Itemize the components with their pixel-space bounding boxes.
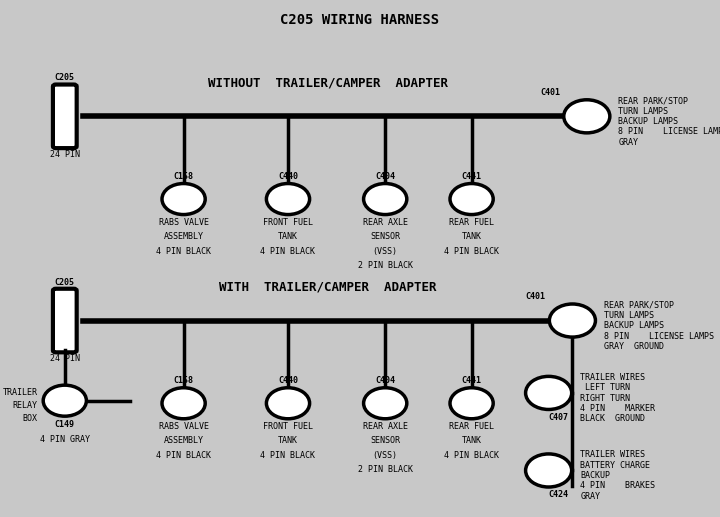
- Text: C440: C440: [278, 172, 298, 181]
- Text: TANK: TANK: [278, 232, 298, 241]
- Text: TURN LAMPS: TURN LAMPS: [604, 311, 654, 320]
- Text: REAR PARK/STOP: REAR PARK/STOP: [618, 96, 688, 105]
- FancyBboxPatch shape: [53, 288, 76, 353]
- Text: WITH  TRAILER/CAMPER  ADAPTER: WITH TRAILER/CAMPER ADAPTER: [219, 280, 436, 294]
- Circle shape: [564, 100, 610, 133]
- Text: BACKUP: BACKUP: [580, 471, 611, 480]
- Circle shape: [526, 376, 572, 409]
- Circle shape: [549, 304, 595, 337]
- Text: REAR PARK/STOP: REAR PARK/STOP: [604, 300, 674, 310]
- Text: RABS VALVE: RABS VALVE: [158, 218, 209, 226]
- Circle shape: [266, 388, 310, 419]
- Circle shape: [364, 184, 407, 215]
- Text: 4 PIN    MARKER: 4 PIN MARKER: [580, 404, 655, 413]
- Text: REAR FUEL: REAR FUEL: [449, 422, 494, 431]
- Text: ASSEMBLY: ASSEMBLY: [163, 436, 204, 445]
- Text: C205: C205: [55, 73, 75, 82]
- Circle shape: [162, 184, 205, 215]
- Circle shape: [526, 454, 572, 487]
- Text: C441: C441: [462, 376, 482, 385]
- Text: FRONT FUEL: FRONT FUEL: [263, 218, 313, 226]
- Text: (VSS): (VSS): [373, 247, 397, 255]
- Text: C407: C407: [549, 413, 569, 421]
- Text: REAR AXLE: REAR AXLE: [363, 218, 408, 226]
- Text: 4 PIN BLACK: 4 PIN BLACK: [156, 247, 211, 255]
- Text: TANK: TANK: [462, 436, 482, 445]
- Text: C404: C404: [375, 172, 395, 181]
- Text: WITHOUT  TRAILER/CAMPER  ADAPTER: WITHOUT TRAILER/CAMPER ADAPTER: [207, 76, 448, 89]
- Text: C441: C441: [462, 172, 482, 181]
- Circle shape: [162, 388, 205, 419]
- Text: 4 PIN BLACK: 4 PIN BLACK: [444, 451, 499, 460]
- Text: TANK: TANK: [462, 232, 482, 241]
- Text: 24 PIN: 24 PIN: [50, 355, 80, 363]
- Text: 24 PIN: 24 PIN: [50, 150, 80, 159]
- Text: FRONT FUEL: FRONT FUEL: [263, 422, 313, 431]
- FancyBboxPatch shape: [53, 84, 76, 148]
- Text: C205 WIRING HARNESS: C205 WIRING HARNESS: [280, 13, 440, 27]
- Text: BACKUP LAMPS: BACKUP LAMPS: [604, 321, 664, 330]
- Text: TURN LAMPS: TURN LAMPS: [618, 107, 668, 116]
- Text: 2 PIN BLACK: 2 PIN BLACK: [358, 261, 413, 270]
- Text: BATTERY CHARGE: BATTERY CHARGE: [580, 461, 650, 470]
- Text: 4 PIN BLACK: 4 PIN BLACK: [156, 451, 211, 460]
- Text: 4 PIN BLACK: 4 PIN BLACK: [261, 451, 315, 460]
- Text: GRAY: GRAY: [580, 492, 600, 501]
- Text: TRAILER: TRAILER: [2, 388, 37, 397]
- Text: 8 PIN    LICENSE LAMPS: 8 PIN LICENSE LAMPS: [604, 331, 714, 341]
- Text: ASSEMBLY: ASSEMBLY: [163, 232, 204, 241]
- Text: C158: C158: [174, 172, 194, 181]
- Text: C440: C440: [278, 376, 298, 385]
- Text: 4 PIN    BRAKES: 4 PIN BRAKES: [580, 481, 655, 491]
- Text: BACKUP LAMPS: BACKUP LAMPS: [618, 117, 678, 126]
- Text: SENSOR: SENSOR: [370, 436, 400, 445]
- Text: BOX: BOX: [22, 414, 37, 422]
- Text: C424: C424: [549, 490, 569, 499]
- Text: LEFT TURN: LEFT TURN: [580, 383, 630, 392]
- Text: REAR FUEL: REAR FUEL: [449, 218, 494, 226]
- Text: TANK: TANK: [278, 436, 298, 445]
- Text: TRAILER WIRES: TRAILER WIRES: [580, 450, 645, 460]
- Text: RELAY: RELAY: [12, 401, 37, 409]
- Text: GRAY: GRAY: [618, 138, 639, 147]
- Text: 4 PIN BLACK: 4 PIN BLACK: [261, 247, 315, 255]
- Text: C149: C149: [55, 420, 75, 429]
- Text: 4 PIN BLACK: 4 PIN BLACK: [444, 247, 499, 255]
- Circle shape: [450, 388, 493, 419]
- Text: BLACK  GROUND: BLACK GROUND: [580, 414, 645, 423]
- Text: GRAY  GROUND: GRAY GROUND: [604, 342, 664, 351]
- Circle shape: [266, 184, 310, 215]
- Text: C401: C401: [540, 88, 560, 97]
- Text: C401: C401: [526, 293, 546, 301]
- Text: 8 PIN    LICENSE LAMPS: 8 PIN LICENSE LAMPS: [618, 127, 720, 136]
- Text: C158: C158: [174, 376, 194, 385]
- Text: 4 PIN GRAY: 4 PIN GRAY: [40, 435, 90, 444]
- Text: TRAILER WIRES: TRAILER WIRES: [580, 373, 645, 382]
- Text: (VSS): (VSS): [373, 451, 397, 460]
- Text: RIGHT TURN: RIGHT TURN: [580, 393, 630, 403]
- Text: 2 PIN BLACK: 2 PIN BLACK: [358, 465, 413, 474]
- Text: REAR AXLE: REAR AXLE: [363, 422, 408, 431]
- Circle shape: [450, 184, 493, 215]
- Circle shape: [43, 385, 86, 416]
- Text: RABS VALVE: RABS VALVE: [158, 422, 209, 431]
- Circle shape: [364, 388, 407, 419]
- Text: C205: C205: [55, 278, 75, 286]
- Text: C404: C404: [375, 376, 395, 385]
- Text: SENSOR: SENSOR: [370, 232, 400, 241]
